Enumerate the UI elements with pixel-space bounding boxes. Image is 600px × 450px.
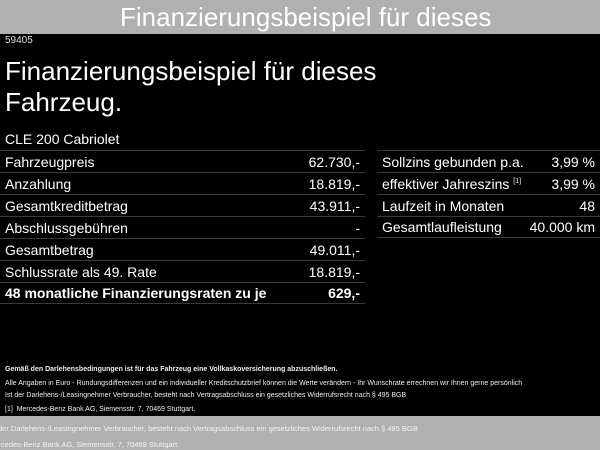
row-label: Schlussrate als 49. Rate — [5, 264, 157, 280]
background-text: Ist der Darlehens-/Leasingnehmer Verbrau… — [0, 424, 418, 433]
row-label-text: Abschlussgebühren — [5, 219, 128, 236]
row-label-text: Gesamtlaufleistung — [382, 219, 502, 235]
row-label: Fahrzeugpreis — [5, 154, 95, 170]
table-row: Fahrzeugpreis 62.730,- — [0, 150, 365, 172]
row-label: Sollzins gebunden p.a. — [382, 154, 524, 170]
table-row: 48 monatliche Finanzierungsraten zu je 62… — [0, 282, 365, 304]
rate-table: Sollzins gebunden p.a. 3,99 % effektiver J… — [377, 150, 600, 238]
row-label-text: Laufzeit in Monaten — [382, 197, 505, 214]
table-row: Anzahlung 18.819,- — [0, 172, 365, 194]
footer-text: Ist der Darlehens-/Leasingnehmer Verbrau… — [5, 392, 407, 399]
row-label: Abschlussgebühren — [5, 220, 128, 236]
row-value: 48 — [579, 197, 595, 214]
table-row: Gesamtbetrag 49.011,- — [0, 238, 365, 260]
table-row: Laufzeit in Monaten 48 — [377, 194, 600, 216]
row-label-text: Gesamtkreditbetrag — [5, 197, 128, 214]
row-label-text: Schlussrate als 49. Rate — [5, 263, 157, 280]
row-value: 3,99 % — [551, 153, 595, 170]
row-value: 18.819,- — [308, 263, 360, 280]
footer-text: Alle Angaben in Euro - Rundungsdifferenz… — [5, 380, 523, 387]
row-value: 49.011,- — [309, 241, 360, 258]
table-row: effektiver Jahreszins [1] 3,99 % — [377, 172, 600, 194]
table-row: Sollzins gebunden p.a. 3,99 % — [377, 150, 600, 172]
row-value: 18.819,- — [308, 175, 360, 192]
row-label: effektiver Jahreszins [1] — [382, 176, 521, 192]
row-label-text: effektiver Jahreszins — [382, 175, 510, 192]
row-value: 3,99 % — [551, 175, 595, 192]
row-value: 40.000 km — [529, 219, 595, 235]
row-label: Anzahlung — [5, 176, 71, 192]
row-label: Gesamtkreditbetrag — [5, 198, 128, 214]
row-value: - — [355, 219, 360, 236]
row-value: 62.730,- — [308, 153, 360, 170]
table-row: Gesamtkreditbetrag 43.911,- — [0, 194, 365, 216]
background-title: Finanzierungsbeispiel für dieses — [120, 2, 492, 32]
footnote-text: Mercedes-Benz Bank AG, Siemensstr. 7, 70… — [16, 406, 196, 413]
row-label: Gesamtbetrag — [5, 242, 94, 258]
model-name: CLE 200 Cabriolet — [5, 131, 120, 147]
row-label-text: Sollzins gebunden p.a. — [382, 153, 524, 170]
footnote-ref: [1] — [513, 177, 522, 185]
financing-table: Fahrzeugpreis 62.730,- Anzahlung 18.819,- Ge… — [0, 150, 365, 304]
row-label-text: Fahrzeugpreis — [5, 153, 95, 170]
page-title: Finanzierungsbeispiel für dieses Fahrzeu… — [5, 56, 377, 117]
financing-overlay: 59405 Finanzierungsbeispiel für dieses F… — [0, 34, 600, 416]
row-label: Gesamtlaufleistung — [382, 219, 502, 235]
row-label: Laufzeit in Monaten — [382, 198, 504, 214]
footnote-mark: [1] — [5, 406, 13, 413]
row-label-text: 48 monatliche Finanzierungsraten zu je — [5, 285, 267, 301]
row-value: 43.911,- — [309, 197, 360, 214]
row-label-text: Anzahlung — [5, 175, 72, 192]
footnote: [1] Mercedes-Benz Bank AG, Siemensstr. 7… — [5, 405, 195, 414]
table-row: Schlussrate als 49. Rate 18.819,- — [0, 260, 365, 282]
row-value: 629,- — [328, 285, 360, 301]
vehicle-id: 59405 — [5, 35, 33, 46]
table-row: Abschlussgebühren - — [0, 216, 365, 238]
row-label: 48 monatliche Finanzierungsraten zu je — [5, 285, 266, 301]
background-strip: Finanzierungsbeispiel für dieses — [0, 0, 600, 34]
table-row: Gesamtlaufleistung 40.000 km — [377, 216, 600, 238]
row-label-text: Gesamtbetrag — [5, 241, 94, 258]
background-text: Mercedes-Benz Bank AG, Siemensstr. 7, 70… — [0, 440, 180, 449]
footer-insurance-note: Gemäß den Darlehensbedingungen ist für d… — [5, 366, 338, 373]
